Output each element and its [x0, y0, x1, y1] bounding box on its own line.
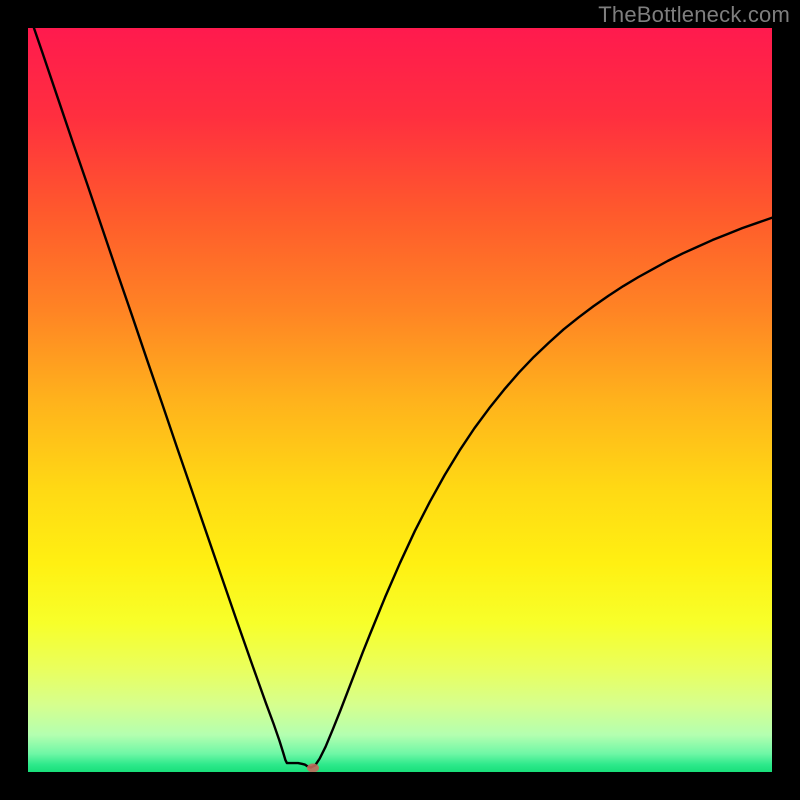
gradient-background: [28, 28, 772, 772]
bottleneck-chart: [0, 0, 800, 800]
watermark-text: TheBottleneck.com: [598, 2, 790, 28]
chart-svg: [0, 0, 800, 800]
optimum-marker: [307, 763, 319, 772]
